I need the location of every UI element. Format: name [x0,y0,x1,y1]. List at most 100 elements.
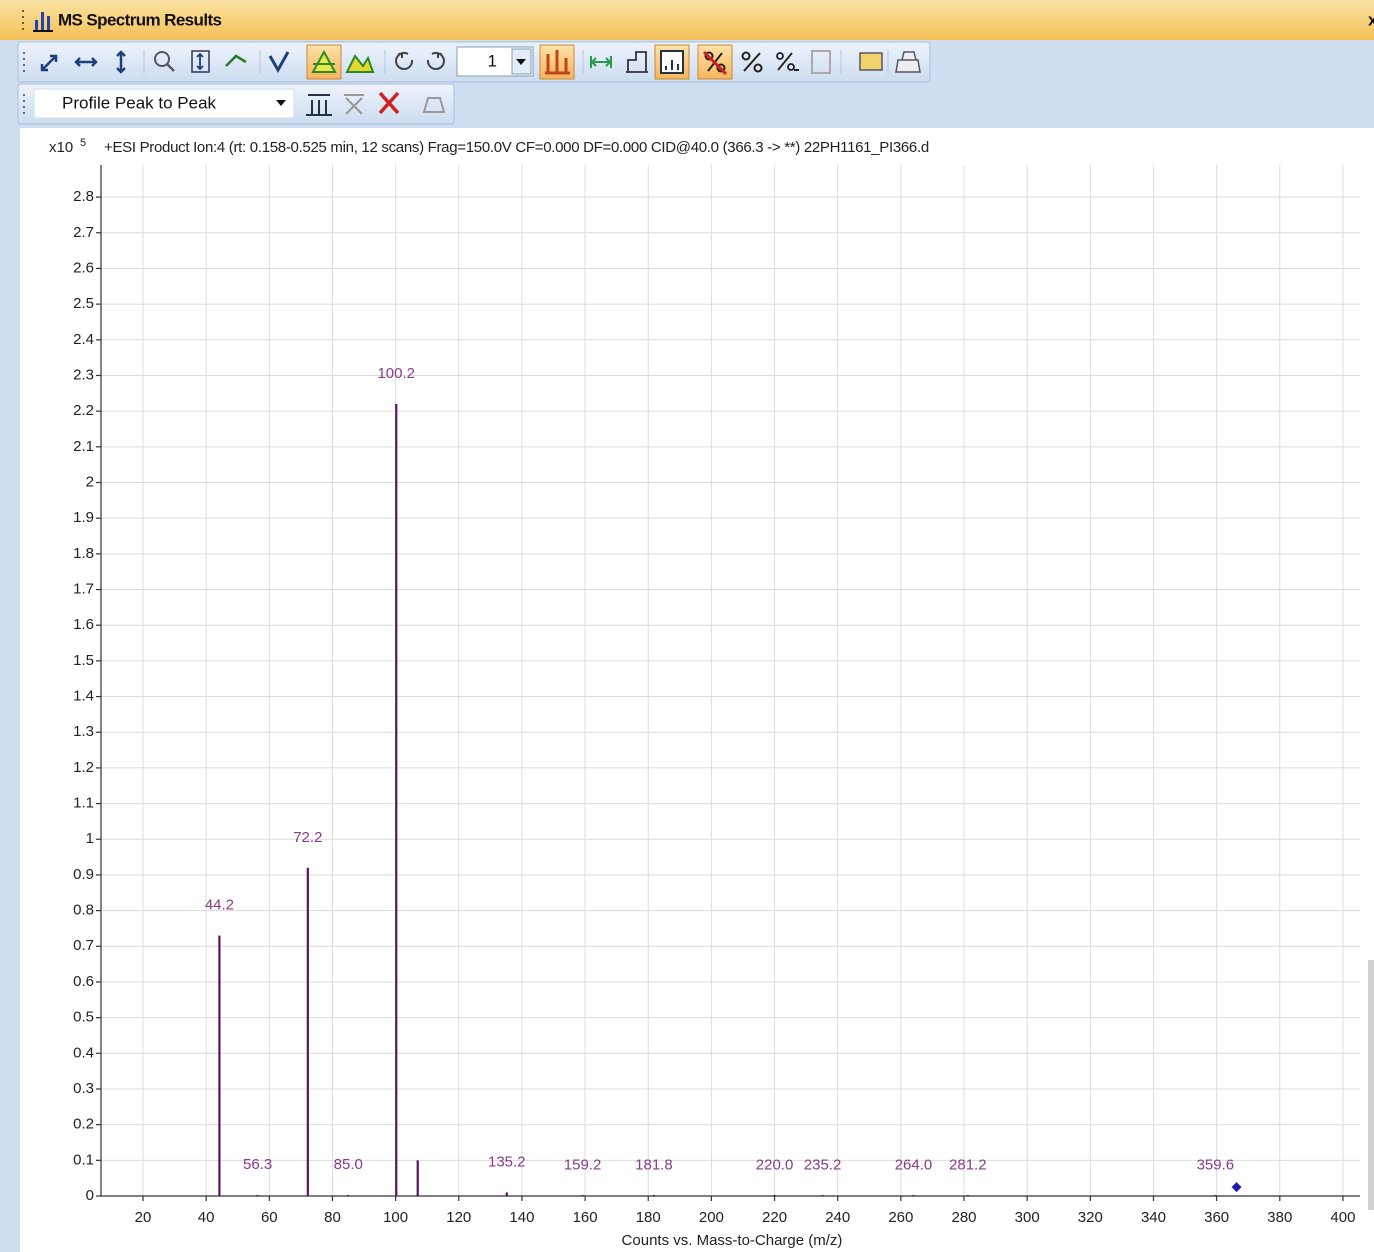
peak-label: 56.3 [243,1156,272,1173]
y-tick-label: 2.2 [73,402,94,419]
peak-label: 100.2 [377,365,415,382]
scrollbar[interactable] [1368,960,1374,1210]
x-tick-label: 320 [1078,1209,1103,1226]
undo-icon[interactable] [395,51,414,70]
toolbar-icons [40,50,290,74]
y-tick-label: 1.6 [73,616,94,633]
x-tick-label: 140 [509,1209,534,1226]
peak-label: 85.0 [334,1156,363,1173]
peaks-icon[interactable] [345,54,375,73]
y-tick-label: 2.7 [73,224,94,241]
x-tick-label: 40 [198,1209,215,1226]
peak-label: 281.2 [949,1157,987,1174]
peak-label: 264.0 [895,1157,933,1174]
disabled-icon [811,50,831,74]
peak-label: 235.2 [804,1157,842,1174]
peak-label: 159.2 [564,1156,602,1173]
y-tick-label: 2.1 [73,438,94,455]
range-icon[interactable] [590,56,612,68]
x-tick-label: 180 [636,1209,661,1226]
y-tick-label: 0.9 [73,866,94,883]
x-tick-label: 20 [135,1209,152,1226]
peak-label: 72.2 [293,829,322,846]
chart-title: +ESI Product Ion:4 (rt: 0.158-0.525 min,… [104,139,929,156]
peak-icon[interactable] [225,54,247,67]
redo-icon[interactable] [426,51,445,70]
percent-off-icon[interactable] [702,50,728,76]
x-tick-label: 80 [324,1209,341,1226]
x-tick-label: 60 [261,1209,278,1226]
y-tick-label: 2.4 [73,331,94,348]
y-tick-label: 1 [86,830,94,847]
y-tick-label: 0.1 [73,1151,94,1168]
x-tick-label: 120 [446,1209,471,1226]
autoscale-icon[interactable] [40,54,58,72]
peak-label: 181.8 [635,1156,673,1173]
zoom-y-icon[interactable] [116,50,126,74]
peak-label: 135.2 [488,1153,526,1170]
y-tick-label: 0.8 [73,902,94,919]
table-icon[interactable] [626,51,648,73]
grip [23,94,25,114]
x-tick-label: 400 [1330,1209,1355,1226]
label-peaks-icon[interactable] [306,94,332,116]
precursor-marker [1231,1182,1242,1193]
image-icon[interactable] [859,52,883,71]
y-tick-label: 2.6 [73,259,94,276]
percent-small-icon[interactable] [776,52,799,71]
y-tick-label: 2.5 [73,295,94,312]
x-tick-label: 240 [825,1209,850,1226]
separators [143,50,889,74]
y-tick-label: 0.4 [73,1044,94,1061]
x-tick-label: 380 [1267,1209,1292,1226]
mode-value[interactable]: Profile Peak to Peak [62,93,217,112]
y-tick-label: 1.2 [73,759,94,776]
y-tick-label: 0.6 [73,973,94,990]
y-tick-label: 1.5 [73,652,94,669]
close-button[interactable]: x [1368,10,1374,29]
spectrum-icon [33,12,53,32]
y-tick-label: 2.8 [73,188,94,205]
x-tick-label: 360 [1204,1209,1229,1226]
y-multiplier-base: x10 [49,139,73,156]
y-tick-label: 1.4 [73,688,94,705]
dropdown-arrow[interactable] [276,100,286,106]
zoom-x-icon[interactable] [74,57,98,67]
peak-label: 44.2 [205,897,234,914]
check-icon[interactable] [268,51,290,74]
x-tick-label: 160 [573,1209,598,1226]
x-tick-label: 200 [699,1209,724,1226]
y-tick-label: 0.2 [73,1116,94,1133]
x-axis-label: Counts vs. Mass-to-Charge (m/z) [622,1232,843,1249]
title-bar [0,0,1374,40]
disabled-icon [422,97,446,113]
y-tick-label: 1.9 [73,509,94,526]
grip [22,10,24,30]
grip [23,52,25,72]
delete-icon[interactable] [378,91,400,115]
x-tick-label: 300 [1015,1209,1040,1226]
y-tick-label: 2 [86,473,94,490]
page-value[interactable]: 1 [488,51,497,70]
bars-icon[interactable] [545,50,570,75]
x-tick-label: 100 [383,1209,408,1226]
x-tick-label: 220 [762,1209,787,1226]
zoom-out-icon[interactable] [154,51,170,67]
peak-label: 359.6 [1197,1157,1235,1174]
percent-icon[interactable] [741,51,763,73]
y-multiplier-exponent: 5 [80,137,86,149]
plot-area: 20 40 60 80 100 120 140 160 180 200 220 240 260 280 30… [73,165,1360,1226]
fit-icon[interactable] [191,50,210,73]
chart-panel [20,128,1374,1252]
y-tick-label: 1.7 [73,580,94,597]
mode-dropdown[interactable] [33,88,295,119]
y-tick-label: 0.3 [73,1080,94,1097]
label-icon[interactable] [311,49,337,73]
y-tick-label: 1.8 [73,545,94,562]
y-tick-label: 0.5 [73,1009,94,1026]
y-tick-label: 1.3 [73,723,94,740]
print-icon[interactable] [895,51,921,73]
y-tick-label: 0 [86,1187,94,1204]
